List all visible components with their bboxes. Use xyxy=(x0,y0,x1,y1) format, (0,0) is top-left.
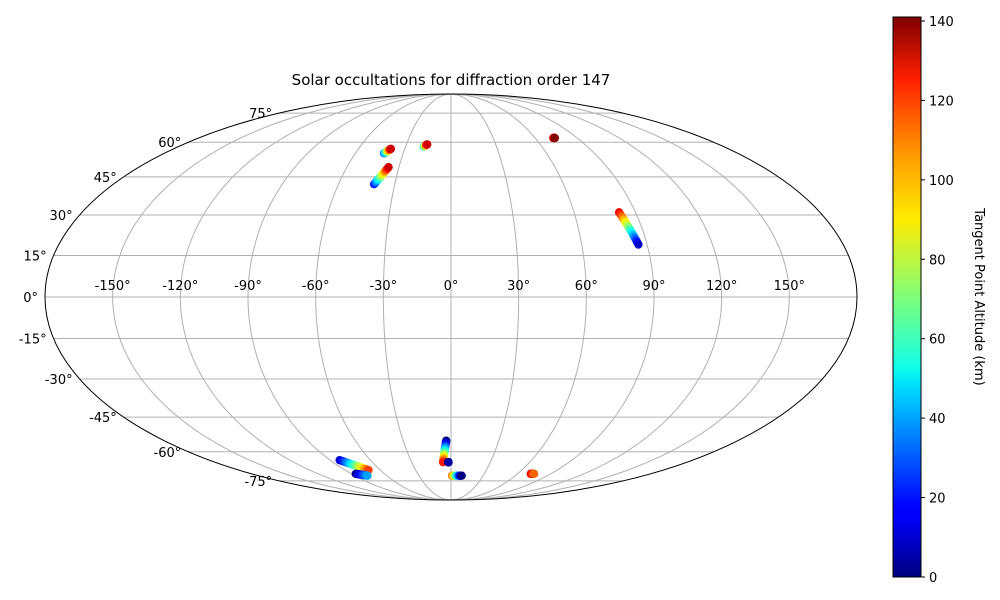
lon-tick-label: 0° xyxy=(444,279,459,294)
occultation-point xyxy=(363,471,372,480)
occultation-point xyxy=(384,162,393,172)
occultation-points xyxy=(335,133,643,480)
lon-tick-label: -150° xyxy=(95,279,131,294)
colorbar-ticks: 0 20 40 60 80 100 120 140 xyxy=(921,15,954,586)
occultation-point xyxy=(457,471,466,480)
lat-tick-label: 45° xyxy=(94,171,117,186)
colorbar-tick-label: 100 xyxy=(929,174,954,189)
colorbar-tick-label: 0 xyxy=(929,571,937,586)
lat-tick-label: -30° xyxy=(45,373,73,388)
lon-tick-label: 90° xyxy=(642,279,665,294)
lat-tick-label: 75° xyxy=(249,107,272,122)
meridian-line xyxy=(450,93,655,501)
lon-tick-label: -60° xyxy=(302,279,330,294)
lon-tick-label: -90° xyxy=(234,279,262,294)
lon-tick-label: -120° xyxy=(162,279,198,294)
lon-tick-label: 30° xyxy=(507,279,530,294)
lat-tick-label: 0° xyxy=(23,291,38,306)
occultation-point xyxy=(386,144,396,153)
meridian-line xyxy=(450,93,520,501)
colorbar-label: Tangent Point Altitude (km) xyxy=(971,207,986,385)
lon-tick-label: 150° xyxy=(774,279,805,294)
meridian-line xyxy=(247,93,452,501)
lat-tick-label: 15° xyxy=(24,249,47,264)
meridian-line xyxy=(179,93,452,501)
lat-tick-label: -15° xyxy=(19,333,47,348)
meridian-line xyxy=(112,93,452,501)
colorbar-tick-label: 40 xyxy=(929,412,946,427)
lon-tick-label: 120° xyxy=(706,279,737,294)
occultation-point xyxy=(550,133,559,143)
lat-tick-label: 60° xyxy=(158,136,181,151)
colorbar-tick-label: 60 xyxy=(929,333,946,348)
occultation-point xyxy=(444,458,453,467)
graticule xyxy=(44,93,858,501)
colorbar-tick-label: 140 xyxy=(929,15,954,30)
occultation-point xyxy=(423,140,432,149)
lon-tick-label: -30° xyxy=(369,279,397,294)
colorbar-tick-label: 20 xyxy=(929,492,946,507)
colorbar-gradient xyxy=(892,16,922,578)
occultation-point xyxy=(529,469,539,479)
colorbar-tick-label: 80 xyxy=(929,253,946,268)
lat-tick-label: -60° xyxy=(154,446,182,461)
occultation-point xyxy=(634,240,643,249)
meridian-line xyxy=(382,93,452,501)
lon-tick-label: 60° xyxy=(575,279,598,294)
meridian-line xyxy=(450,93,723,501)
meridian-line xyxy=(315,93,452,501)
colorbar: 0 20 40 60 80 100 120 140 Tangent Point Altitud… xyxy=(892,15,986,586)
axis-tick-labels: -150° -120° -90° -60° -30° 0° 30° 60° 90° 120° 150… xyxy=(19,107,805,490)
lat-tick-label: -75° xyxy=(244,475,272,490)
colorbar-tick-label: 120 xyxy=(929,94,954,109)
meridian-line xyxy=(450,93,587,501)
meridian-line xyxy=(450,93,790,501)
chart-title: Solar occultations for diffraction order… xyxy=(292,71,611,89)
map-boundary xyxy=(44,93,858,501)
lat-tick-label: -45° xyxy=(89,411,117,426)
lat-tick-label: 30° xyxy=(50,209,73,224)
